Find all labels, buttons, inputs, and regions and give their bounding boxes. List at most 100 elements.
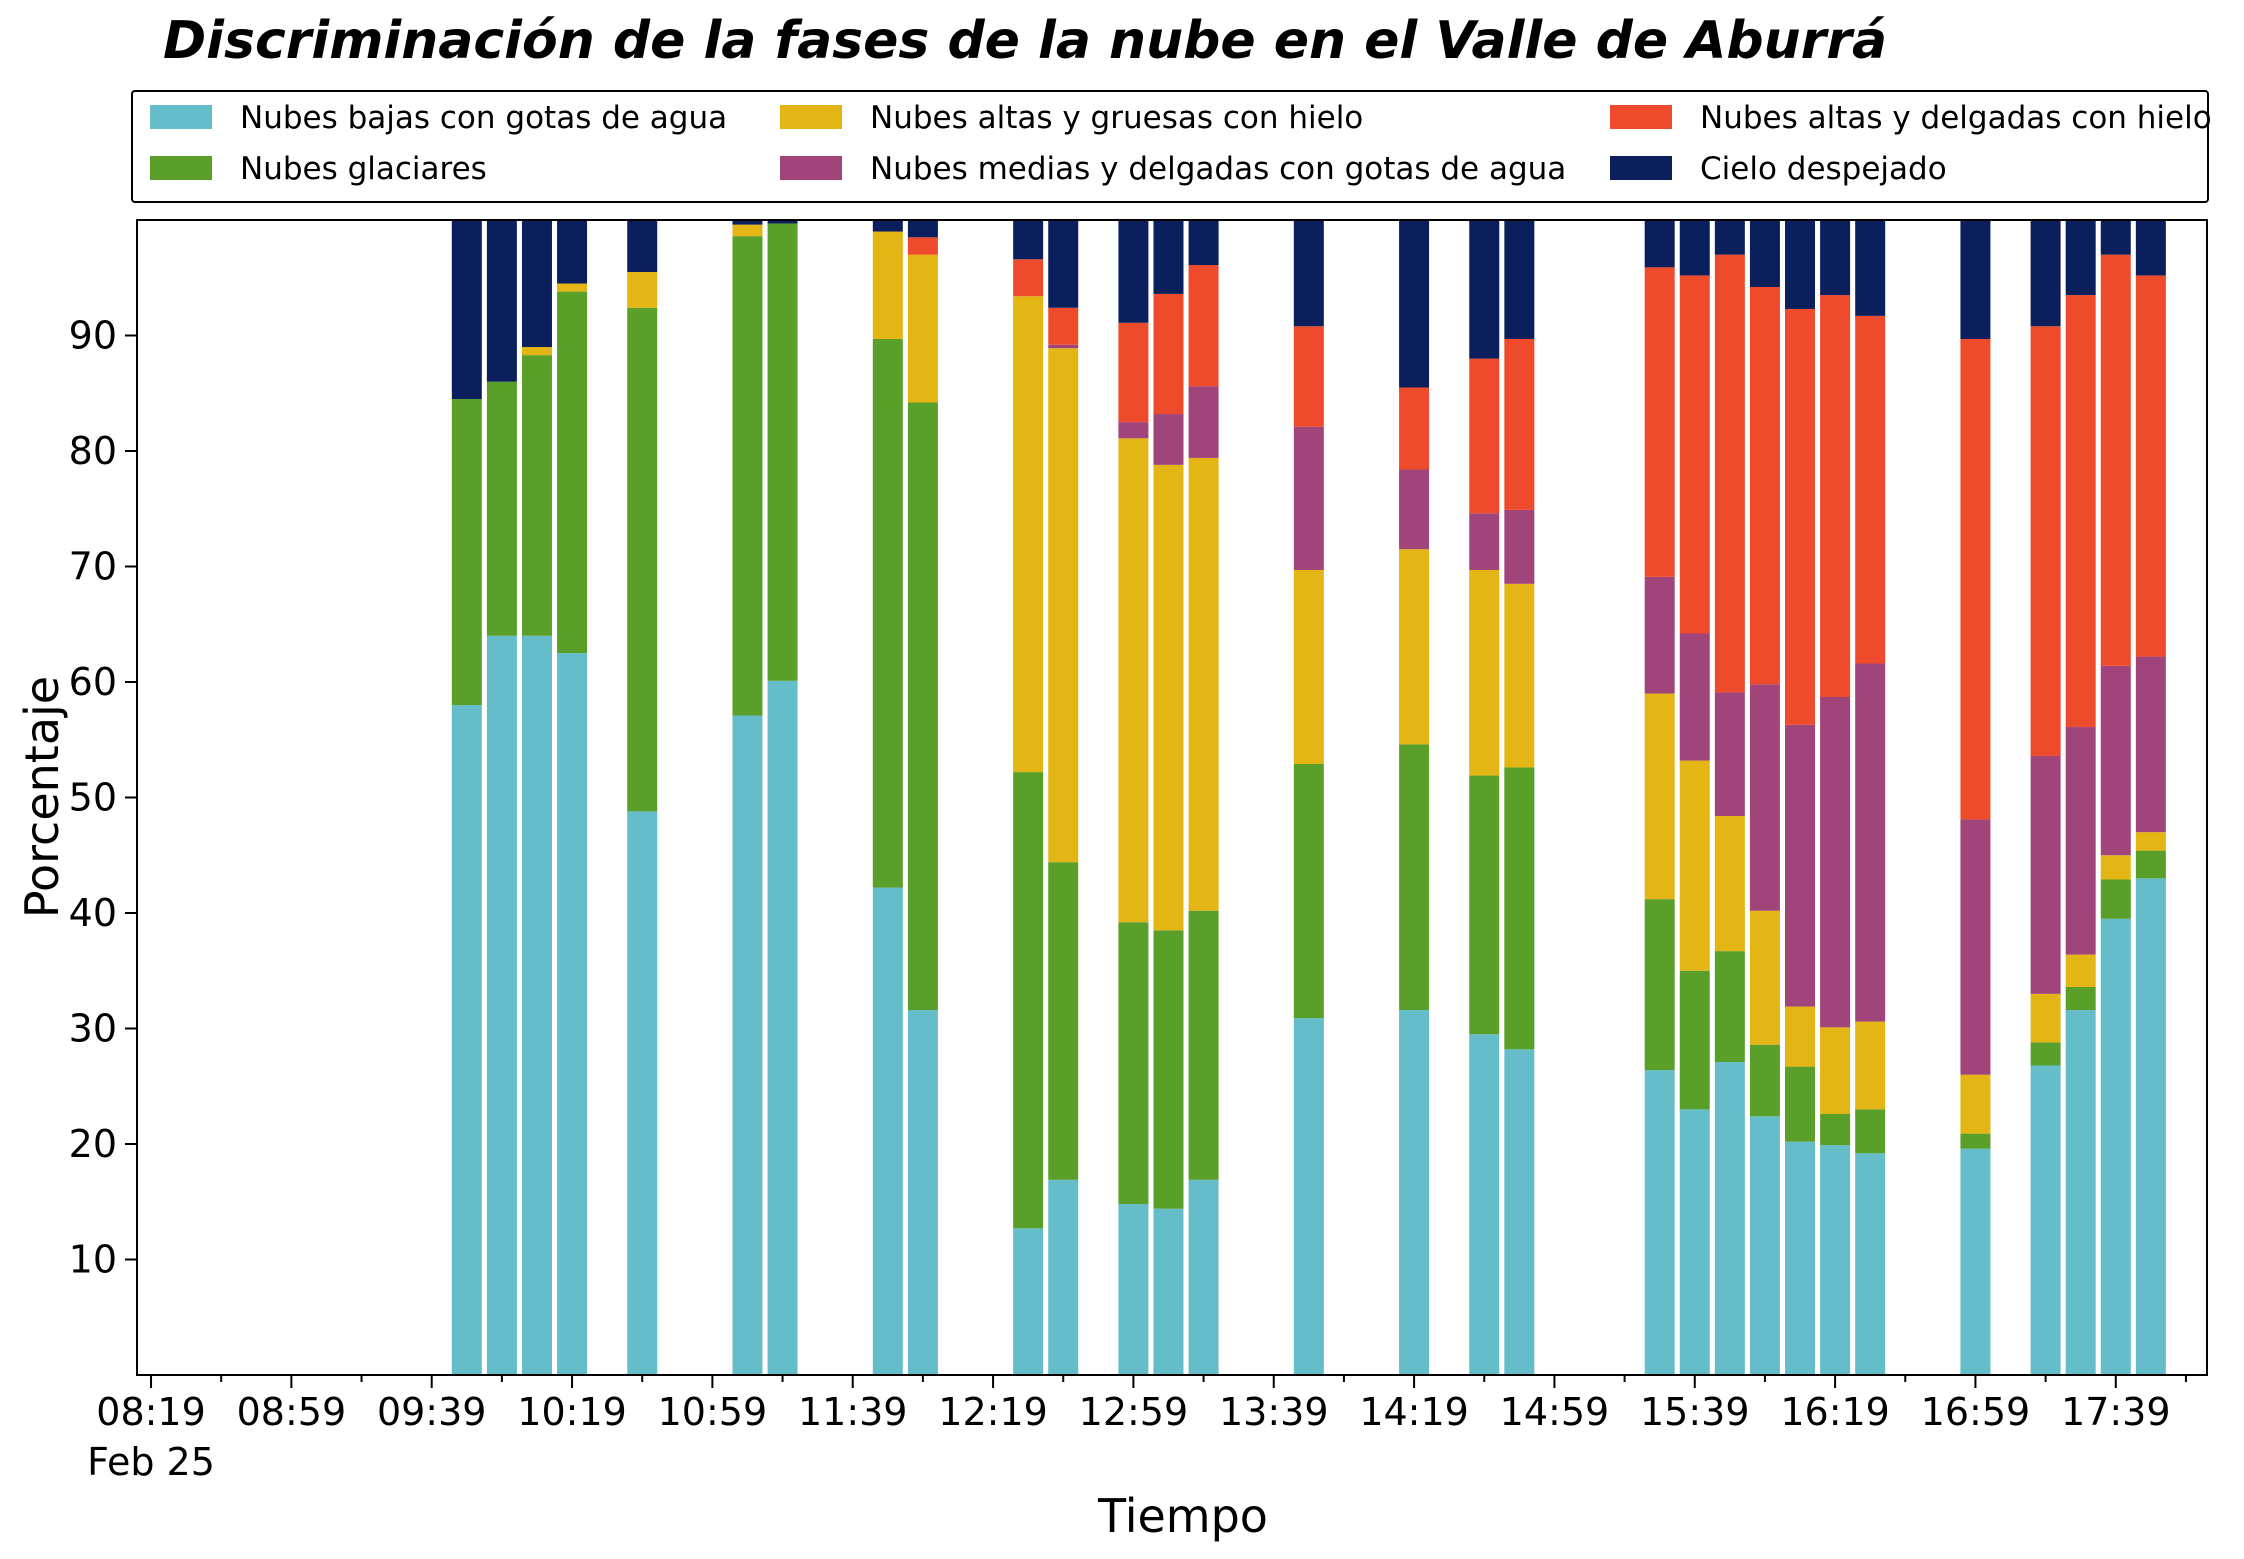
bar-segment [907, 254, 938, 403]
bar-segment [767, 220, 798, 224]
bar-segment [732, 236, 763, 716]
bar-segment [1469, 220, 1500, 359]
bar-segment [1855, 315, 1886, 664]
legend-entry-label: Nubes medias y delgadas con gotas de agu… [870, 151, 1566, 187]
bar-segment [732, 715, 763, 1375]
bar-segment [1855, 1153, 1886, 1375]
bar-segment [1118, 322, 1149, 423]
bar-segment [1469, 513, 1500, 570]
bar-segment [521, 355, 552, 636]
plot-area: 10 20 30 40 50 60 70 80 90 08:19 08:59 09:39 10:19 1… [69, 219, 2208, 1484]
bar-segment [1820, 1145, 1851, 1375]
x-tick-label: 16:19 [1780, 1390, 1890, 1434]
bar-segment [1749, 1044, 1780, 1117]
bar-segment [732, 224, 763, 237]
bar-segment [1679, 760, 1710, 971]
y-tick-label: 40 [69, 891, 117, 935]
legend: Nubes bajas con gotas de agua Nubes glaci… [131, 90, 2212, 203]
bar-segment [1188, 1179, 1219, 1375]
bar-segment [1820, 697, 1851, 1028]
bar-segment [1188, 265, 1219, 387]
bar-segment [907, 237, 938, 255]
bar-segment [2135, 656, 2166, 833]
legend-swatch [780, 156, 842, 180]
x-tick-label: 15:39 [1640, 1390, 1750, 1434]
bar-segment [1679, 633, 1710, 761]
bar-segment [1118, 422, 1149, 439]
bar-segment [1118, 922, 1149, 1205]
bar-segment [1188, 457, 1219, 911]
bar-segment [1785, 308, 1816, 725]
bar-segment [1153, 414, 1184, 465]
legend-entry-label: Cielo despejado [1700, 151, 1947, 187]
bar-segment [1399, 744, 1430, 1011]
y-tick-label: 10 [69, 1238, 117, 1282]
bar-segment [1960, 1148, 1991, 1375]
y-tick-label: 90 [69, 314, 117, 358]
bar-segment [1749, 220, 1780, 287]
bar-segment [1855, 220, 1886, 316]
bar-segment [1153, 1208, 1184, 1375]
bar-segment [1749, 684, 1780, 911]
bar-segment [767, 223, 798, 681]
bar-segment [2030, 1042, 2061, 1066]
bar-segment [872, 887, 903, 1375]
x-axis: 08:19 08:59 09:39 10:19 10:59 11:39 12:19 12:59… [87, 1375, 2187, 1484]
bar-segment [2030, 993, 2061, 1043]
bar-segment [1293, 764, 1324, 1019]
bar-segment [486, 381, 517, 636]
legend-swatch [150, 156, 212, 180]
bar-segment [2135, 832, 2166, 851]
bar-segment [1679, 275, 1710, 634]
bar-segment [1749, 910, 1780, 1045]
bar-segment [1644, 693, 1675, 900]
bar-segment [1504, 338, 1535, 510]
legend-swatch [1610, 156, 1672, 180]
bars-layer [451, 220, 2166, 1376]
y-tick-label: 20 [69, 1122, 117, 1166]
bar-segment [1118, 1204, 1149, 1375]
bar-segment [907, 402, 938, 1011]
bar-segment [1469, 1034, 1500, 1375]
bar-segment [2135, 220, 2166, 276]
bar-segment [1960, 220, 1991, 339]
bar-segment [2100, 879, 2131, 919]
x-tick-label: 13:39 [1219, 1390, 1329, 1434]
bar-segment [1048, 307, 1079, 345]
x-tick-label: 11:39 [798, 1390, 908, 1434]
bar-segment [872, 231, 903, 339]
bar-segment [2030, 1065, 2061, 1375]
bar-segment [2135, 850, 2166, 879]
x-axis-label: Tiempo [1097, 1489, 1268, 1543]
bar-segment [2100, 254, 2131, 666]
bar-segment [2065, 220, 2096, 296]
bar-segment [1855, 663, 1886, 1022]
bar-segment [1714, 692, 1745, 816]
bar-segment [1153, 293, 1184, 415]
y-tick-label: 60 [69, 660, 117, 704]
x-tick-label: 08:19 [96, 1390, 206, 1434]
bar-segment [557, 653, 588, 1376]
bar-segment [1469, 358, 1500, 514]
bar-segment [767, 680, 798, 1375]
bar-segment [1048, 862, 1079, 1180]
bar-segment [1820, 1113, 1851, 1146]
bar-segment [1048, 1179, 1079, 1375]
bar-segment [2065, 295, 2096, 728]
bar-segment [872, 220, 903, 232]
legend-swatch [1610, 105, 1672, 129]
bar-segment [1855, 1021, 1886, 1110]
bar-segment [1293, 326, 1324, 427]
legend-entry-label: Nubes altas y gruesas con hielo [870, 100, 1363, 136]
bar-segment [627, 307, 658, 812]
bar-segment [1399, 469, 1430, 550]
bar-segment [1820, 220, 1851, 296]
bar-segment [1679, 1109, 1710, 1375]
bar-segment [1504, 583, 1535, 768]
bar-segment [1469, 569, 1500, 776]
bar-segment [2065, 986, 2096, 1011]
bar-segment [1504, 509, 1535, 584]
bar-segment [1399, 1010, 1430, 1375]
bar-segment [1714, 951, 1745, 1062]
